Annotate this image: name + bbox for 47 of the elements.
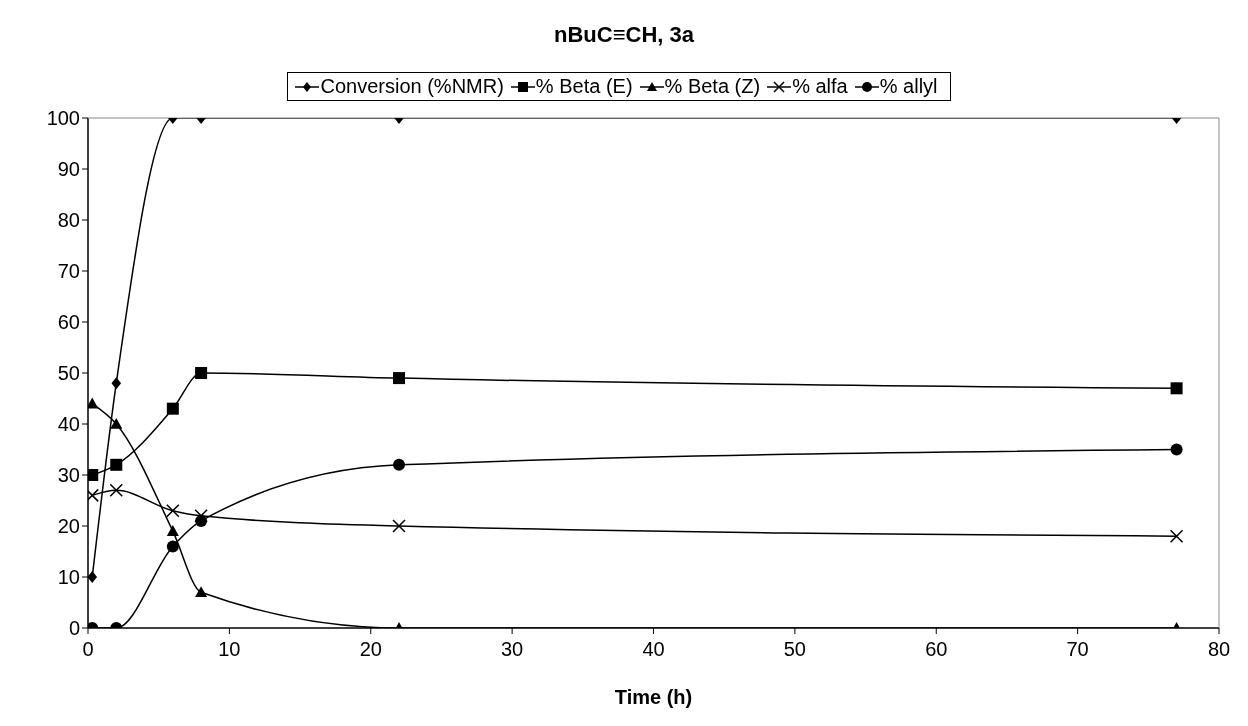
y-tick-label: 60 [57, 311, 80, 334]
y-tick-label: 80 [57, 209, 80, 232]
point [110, 458, 123, 471]
x-tick-label: 30 [501, 638, 524, 661]
y-tick-label: 100 [46, 107, 80, 130]
y-tick-label: 0 [68, 617, 80, 640]
point [195, 367, 208, 379]
point [111, 377, 122, 390]
point [1170, 382, 1183, 395]
legend-label: % Beta (Z) [664, 75, 761, 98]
point [195, 514, 208, 527]
y-tick-label: 90 [57, 158, 80, 181]
x-axis-title: Time (h) [614, 686, 693, 708]
y-tick-label: 40 [57, 413, 80, 436]
x-tick-label: 80 [1207, 638, 1231, 661]
x-tick-label: 60 [925, 638, 948, 661]
legend-label: % Beta (E) [535, 75, 633, 98]
chart-title: nBuC≡CH, 3a [553, 21, 695, 49]
y-tick-label: 30 [57, 464, 80, 487]
point [392, 519, 406, 533]
point [393, 458, 406, 471]
x-tick-label: 50 [783, 638, 806, 661]
point [1170, 443, 1183, 456]
x-tick-label: 20 [359, 638, 382, 661]
y-tick-label: 50 [57, 362, 80, 385]
point [88, 397, 99, 409]
point [166, 402, 179, 415]
point [166, 525, 179, 536]
legend-label: % alfa [792, 75, 848, 98]
point [109, 483, 124, 498]
point [166, 503, 180, 518]
point [1169, 529, 1184, 543]
x-tick-label: 0 [82, 638, 94, 661]
point [195, 586, 208, 598]
point [88, 469, 99, 481]
point [88, 571, 98, 583]
y-tick-label: 70 [57, 260, 80, 283]
x-tick-label: 70 [1066, 638, 1089, 661]
legend-label: Conversion (%NMR) [320, 75, 504, 98]
y-tick-label: 20 [57, 515, 80, 538]
point [393, 372, 406, 385]
point [166, 540, 179, 553]
legend-label: % allyl [879, 75, 938, 98]
x-tick-label: 40 [642, 638, 665, 661]
y-tick-label: 10 [57, 566, 80, 589]
point [110, 418, 123, 429]
x-tick-label: 10 [218, 638, 241, 661]
